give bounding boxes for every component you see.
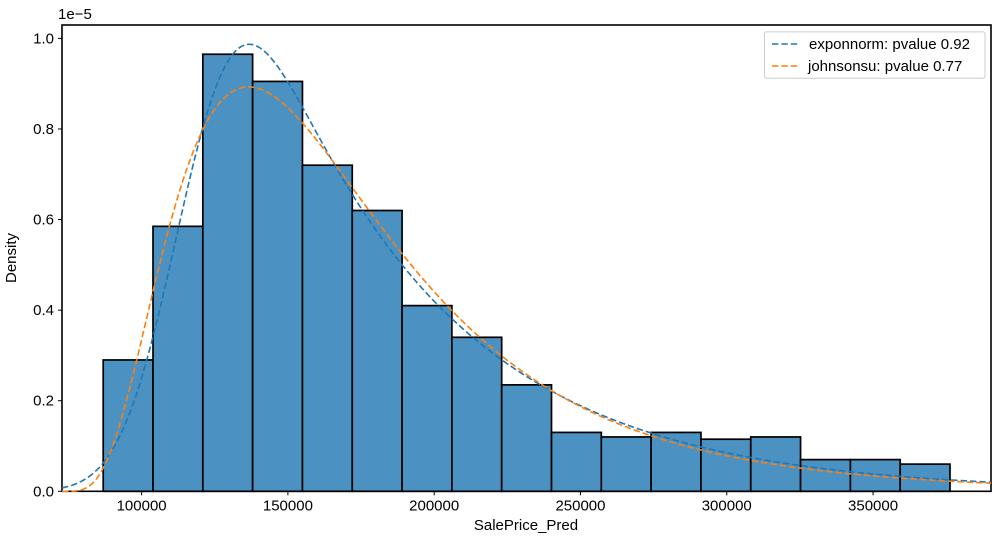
svg-text:johnsonsu: pvalue 0.77: johnsonsu: pvalue 0.77 bbox=[807, 58, 962, 75]
svg-text:1.0: 1.0 bbox=[33, 30, 54, 47]
svg-text:1e−5: 1e−5 bbox=[58, 6, 92, 23]
svg-text:0.8: 0.8 bbox=[33, 121, 54, 138]
svg-text:SalePrice_Pred: SalePrice_Pred bbox=[474, 517, 578, 534]
svg-text:150000: 150000 bbox=[263, 497, 313, 514]
svg-text:0.2: 0.2 bbox=[33, 393, 54, 410]
svg-text:exponnorm: pvalue 0.92: exponnorm: pvalue 0.92 bbox=[809, 36, 970, 53]
svg-text:250000: 250000 bbox=[555, 497, 605, 514]
svg-text:300000: 300000 bbox=[702, 497, 752, 514]
svg-text:100000: 100000 bbox=[117, 497, 167, 514]
svg-text:Density: Density bbox=[3, 232, 20, 283]
svg-text:0.6: 0.6 bbox=[33, 212, 54, 229]
svg-text:350000: 350000 bbox=[848, 497, 898, 514]
svg-text:200000: 200000 bbox=[409, 497, 459, 514]
svg-text:0.4: 0.4 bbox=[33, 302, 54, 319]
svg-text:0.0: 0.0 bbox=[33, 483, 54, 500]
